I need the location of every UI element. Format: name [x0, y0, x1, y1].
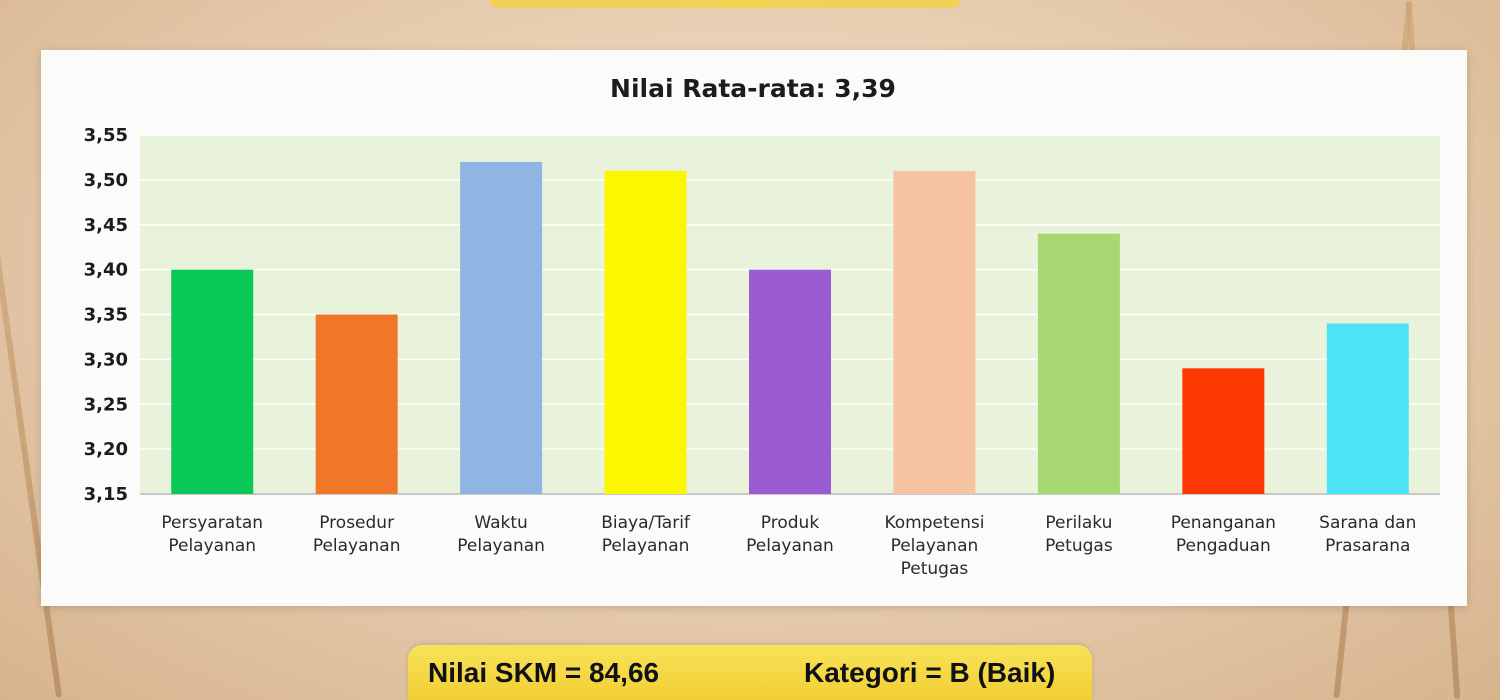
bar	[1037, 233, 1120, 494]
y-tick-label: 3,15	[84, 484, 128, 505]
x-tick-label: Prosedur	[319, 513, 394, 533]
bar	[893, 170, 976, 494]
x-tick-label: Waktu	[474, 513, 527, 533]
bar	[1182, 368, 1265, 494]
x-tick-label: Prasarana	[1325, 536, 1410, 556]
bar	[749, 269, 831, 494]
bar	[171, 269, 254, 494]
bar-chart: Nilai Rata-rata: 3,39 3,55 3,50 3,45 3,40 3,…	[84, 74, 1440, 579]
chart-title: Nilai Rata-rata: 3,39	[610, 74, 896, 103]
y-tick-label: 3,25	[84, 394, 128, 415]
y-tick-label: 3,55	[84, 125, 128, 146]
category-label: Kategori = B (Baik)	[804, 657, 1056, 688]
y-tick-label: 3,30	[84, 349, 128, 370]
x-tick-label: Biaya/Tarif	[601, 513, 691, 533]
x-tick-label: Petugas	[1045, 536, 1113, 556]
x-tick-label: Pelayanan	[746, 536, 834, 556]
x-tick-label: Pelayanan	[602, 536, 690, 556]
x-tick-label: Petugas	[901, 559, 969, 579]
bar	[604, 170, 687, 494]
x-tick-label: Pengaduan	[1176, 536, 1271, 556]
x-tick-label: Pelayanan	[168, 536, 256, 556]
x-tick-label: Pelayanan	[457, 536, 545, 556]
x-tick-label: Persyaratan	[161, 513, 263, 533]
x-tick-label: Sarana dan	[1319, 513, 1416, 533]
x-tick-label: Pelayanan	[891, 536, 979, 556]
y-tick-label: 3,35	[84, 305, 128, 326]
x-tick-label: Produk	[761, 513, 820, 533]
y-tick-label: 3,20	[84, 439, 128, 460]
bar	[460, 161, 543, 495]
y-tick-label: 3,45	[84, 215, 128, 236]
y-tick-label: 3,50	[84, 170, 128, 191]
top-banner-strip	[490, 0, 960, 8]
x-tick-label: Perilaku	[1045, 513, 1112, 533]
bar	[1326, 323, 1409, 494]
x-tick-label: Kompetensi	[884, 513, 984, 533]
summary-bar: Nilai SKM = 84,66 Kategori = B (Baik)	[408, 645, 1092, 700]
bar	[315, 314, 398, 494]
y-tick-label: 3,40	[84, 260, 128, 281]
skm-score: Nilai SKM = 84,66	[428, 657, 660, 688]
chart-panel: Nilai Rata-rata: 3,39 3,55 3,50 3,45 3,40 3,…	[41, 50, 1467, 606]
x-tick-label: Pelayanan	[313, 536, 401, 556]
x-tick-label: Penanganan	[1171, 513, 1276, 533]
